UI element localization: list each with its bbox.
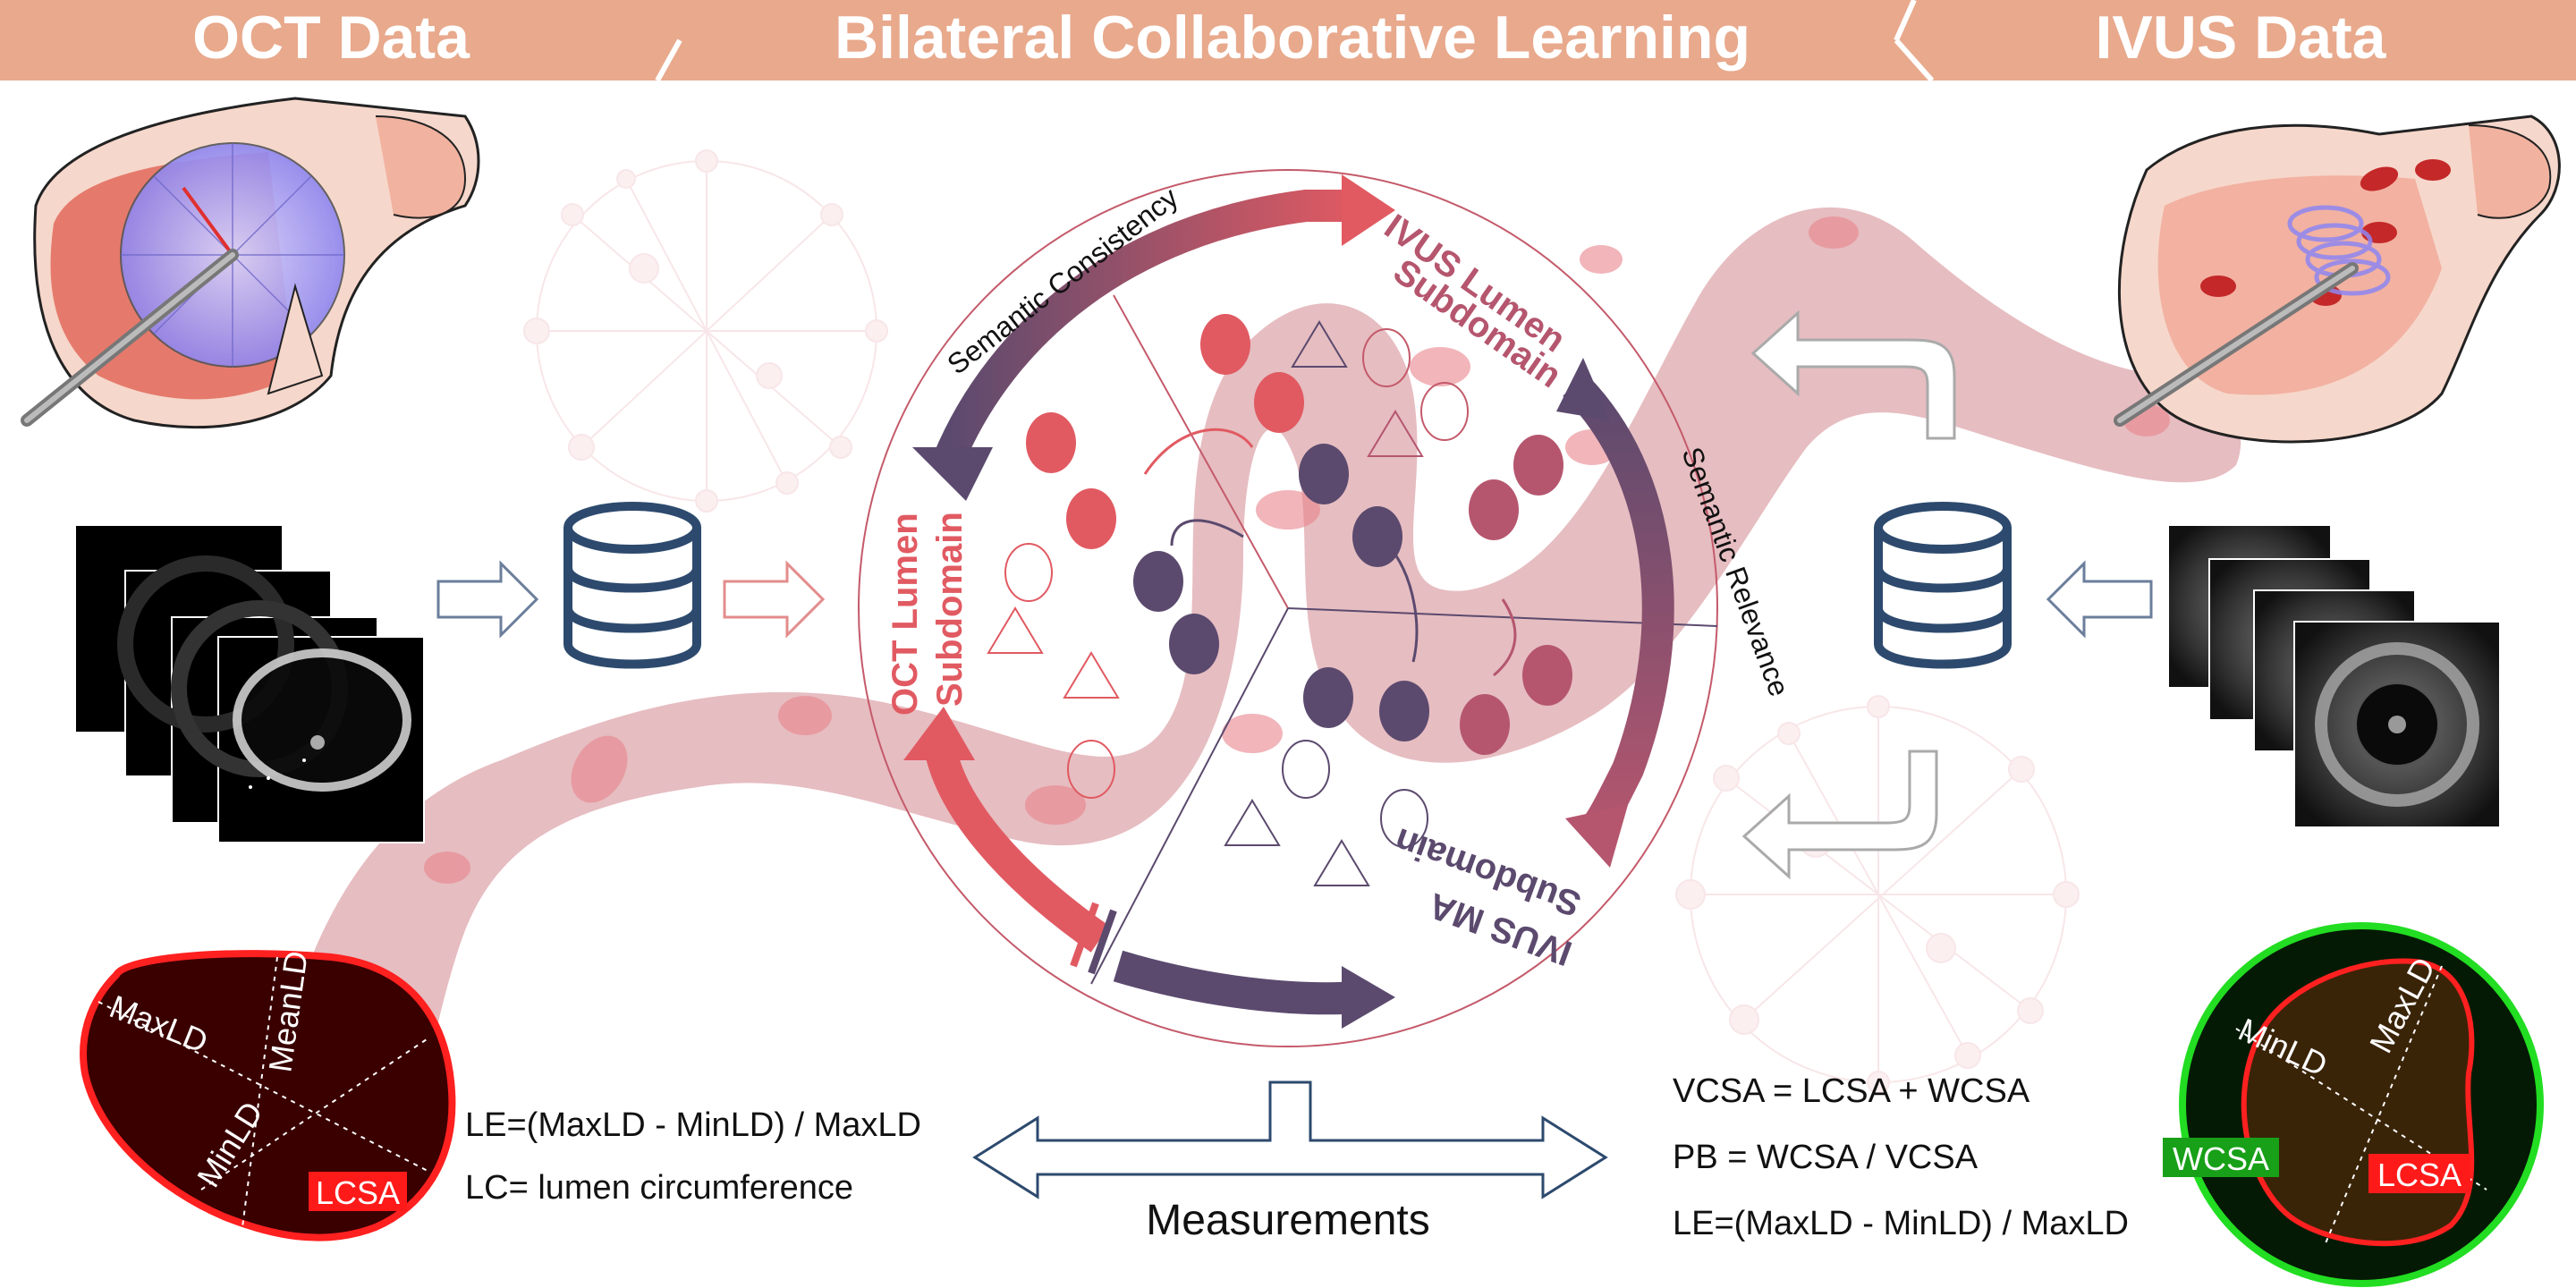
top-banner: OCT Data Bilateral Collaborative Learnin… [0,0,2576,82]
network-graph-top-left [523,149,888,513]
ivus-wcsa-label: WCSA [2173,1140,2269,1177]
arrowhead-ivus-ma [1565,805,1628,868]
ivus-db-to-ring-arrow-top [1750,309,1956,440]
banner-left-segment [0,0,680,80]
oct-formula-le: LE=(MaxLD - MinLD) / MaxLD [465,1106,921,1144]
ivus-lcsa-badge [2368,1154,2470,1193]
oct-catheter-illustration [21,97,480,429]
oct-lumen-contour [80,950,456,1241]
measurements-double-arrow [972,1080,1608,1199]
oct-lcsa-label: LCSA [316,1174,400,1211]
ivus-lumen-image [2315,642,2479,807]
oct-lcsa-badge [309,1172,407,1211]
oct-lumen-subdomain-line1: OCT Lumen [886,513,925,716]
oct-measurement-diagram: MaxLD MeanLD MinLD LCSA LE=(MaxLD - MinL… [80,949,921,1241]
semantic-consistency-arrow [933,190,1360,467]
oct-to-ivus-ma-arrow [923,739,1110,953]
feature-points-oct [1026,314,1304,549]
ring-outline [858,169,1718,1047]
arrowhead-ivus-lumen [1342,174,1395,246]
oct-db-to-ring-arrow [723,560,826,639]
transfer-curves [1143,428,1517,677]
oct-image-stack [76,526,425,843]
banner-title-center: Bilateral Collaborative Learning [835,4,1750,72]
ivus-lcsa-label: LCSA [2377,1157,2462,1193]
ivus-db-to-ring-arrow-bottom [1741,750,1938,880]
feature-points-ivus-lumen [1460,435,1572,755]
ivus-formula-vcsa: VCSA = LCSA + WCSA [1673,1072,2030,1110]
arrowhead-oct-lumen [912,447,993,501]
oct-images-to-db-arrow [436,560,539,639]
measurements-label: Measurements [1146,1197,1429,1244]
feature-points-ivus-ma [1133,444,1429,741]
ivus-formula-le: LE=(MaxLD - MinLD) / MaxLD [1673,1205,2129,1242]
banner-title-ivus: IVUS Data [2096,4,2387,72]
blood-vessel-background [268,207,2241,1109]
ivus-catheter-illustration [2114,114,2561,444]
banner-right-segment [1896,0,2576,80]
ivus-database-icon [1874,502,2012,669]
ivus-wcsa-badge [2163,1138,2279,1177]
oct-database-icon [564,502,701,669]
ivus-formula-pb: PB = WCSA / VCSA [1673,1139,1979,1176]
network-graph-bottom-right [1675,695,2080,1094]
ivus-measurement-diagram: MinLD MaxLD WCSA LCSA VCSA = LCSA + WCSA… [1673,922,2544,1287]
ivus-images-to-db-arrow [2046,560,2153,639]
feature-outlines [987,320,1469,886]
ivus-image-stack [2169,526,2501,828]
banner-title-oct: OCT Data [192,4,470,72]
oct-lumen-image [233,648,411,792]
banner-center-segment [657,0,1932,80]
arrowhead-ivus-lumen-2 [1556,358,1610,420]
semantic-consistency-label: Semantic Consistency [941,181,1184,380]
oct-formula-lc: LC= lumen circumference [465,1169,853,1207]
oct-lumen-subdomain-line2: Subdomain [930,512,970,707]
